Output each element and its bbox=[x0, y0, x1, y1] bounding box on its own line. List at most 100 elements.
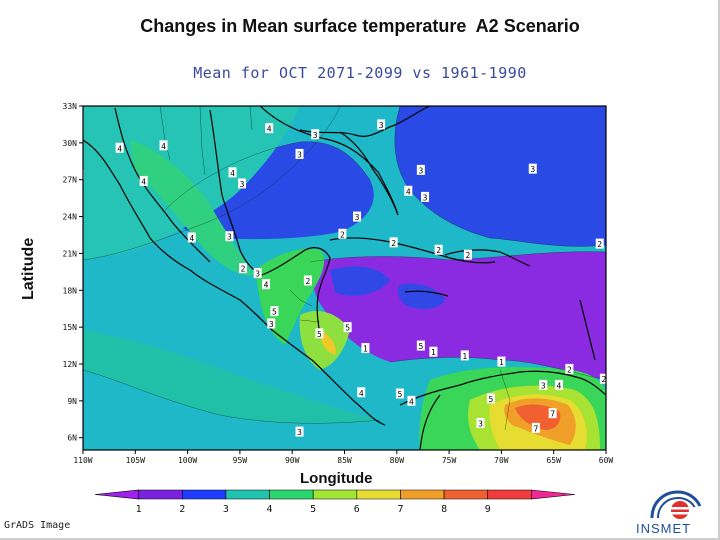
colorbar-segment bbox=[181, 489, 227, 500]
colorbar-segment bbox=[94, 489, 139, 500]
contour-label: 5 bbox=[489, 395, 494, 404]
contour-label-box bbox=[295, 148, 304, 159]
longitude-ticks: 110W 105W 100W 95W 90W 85W 80W 75W 70W 65W 60W bbox=[73, 450, 613, 465]
contour-label-box bbox=[361, 343, 370, 354]
contour-label: 5 bbox=[398, 390, 403, 399]
contour-label: 4 bbox=[117, 144, 122, 153]
contour-label: 5 bbox=[345, 324, 350, 333]
lat-tick-label: 24N bbox=[63, 213, 78, 222]
lon-tick-label: 65W bbox=[546, 456, 561, 465]
contour-label: 7 bbox=[534, 424, 539, 433]
contour-label-box bbox=[404, 185, 413, 196]
colorbar-segment bbox=[443, 489, 489, 500]
longitude-axis-label: Longitude bbox=[300, 470, 373, 487]
contour-label: 4 bbox=[264, 281, 269, 290]
contour-label-box bbox=[237, 178, 246, 189]
contour-label-box bbox=[377, 119, 386, 130]
contour-label: 1 bbox=[499, 358, 504, 367]
lat-tick-label: 15N bbox=[63, 323, 78, 332]
contour-label: 2 bbox=[241, 265, 246, 274]
lon-tick-label: 70W bbox=[494, 456, 509, 465]
contour-label-box bbox=[416, 164, 425, 175]
contour-label-box bbox=[460, 350, 469, 361]
gulf-region-level2 bbox=[165, 141, 374, 240]
lon-tick-label: 60W bbox=[599, 456, 614, 465]
insmet-logo bbox=[650, 490, 702, 519]
contour-label: 3 bbox=[423, 193, 428, 202]
contour-label-box bbox=[416, 340, 425, 351]
lat-tick-label: 27N bbox=[63, 176, 78, 185]
contour-label-box bbox=[531, 422, 540, 433]
contour-label-box bbox=[476, 417, 485, 428]
contour-label-box bbox=[315, 328, 324, 339]
contour-label-box bbox=[265, 123, 274, 134]
colorbar-segment bbox=[269, 489, 314, 500]
lon-tick-label: 90W bbox=[285, 456, 300, 465]
contour-label-box bbox=[407, 395, 416, 406]
contour-label-box bbox=[139, 175, 148, 186]
grads-image-footer: GrADS Image bbox=[4, 520, 71, 531]
contour-label-box bbox=[338, 228, 347, 239]
contour-label: 3 bbox=[418, 166, 423, 175]
lon-tick-label: 110W bbox=[73, 456, 92, 465]
contour-label: 2 bbox=[597, 240, 602, 249]
lon-tick-label: 105W bbox=[126, 456, 145, 465]
lon-tick-label: 75W bbox=[442, 456, 457, 465]
contour-label: 4 bbox=[141, 177, 146, 186]
contour-label: 3 bbox=[297, 428, 302, 437]
colorbar-label: 2 bbox=[179, 504, 185, 515]
lat-tick-label: 9N bbox=[67, 397, 77, 406]
contour-label: 2 bbox=[567, 365, 572, 374]
contour-label-box bbox=[599, 373, 606, 384]
contour-label: 2 bbox=[436, 246, 441, 255]
contour-label: 3 bbox=[255, 270, 260, 279]
contour-label: 3 bbox=[269, 320, 274, 329]
atlantic-region-level2 bbox=[394, 106, 606, 247]
contour-label-box bbox=[595, 238, 604, 249]
lat-tick-label: 21N bbox=[63, 249, 78, 258]
contour-label: 7 bbox=[550, 410, 555, 419]
contour-label: 1 bbox=[431, 348, 436, 357]
contour-label: 2 bbox=[305, 277, 310, 286]
contour-label: 2 bbox=[466, 251, 471, 260]
colorbar-label: 7 bbox=[397, 504, 403, 515]
insmet-emblem-icon bbox=[650, 490, 702, 519]
contour-label-box bbox=[463, 249, 472, 260]
contour-label: 3 bbox=[379, 121, 384, 130]
contour-label-box bbox=[486, 393, 495, 404]
contour-label-box bbox=[434, 244, 443, 255]
contour-label-box bbox=[311, 129, 320, 140]
colorbar-label: 4 bbox=[267, 504, 273, 515]
contour-label-box bbox=[253, 268, 262, 279]
figure-title: Changes in Mean surface temperature A2 S… bbox=[140, 16, 580, 36]
contour-label: 4 bbox=[267, 125, 272, 134]
colorbar-segment bbox=[400, 489, 445, 500]
lon-tick-label: 85W bbox=[337, 456, 352, 465]
colorbar-label: 5 bbox=[310, 504, 316, 515]
contour-label-box bbox=[497, 356, 506, 367]
lon-tick-label: 80W bbox=[390, 456, 405, 465]
contour-label: 2 bbox=[391, 239, 396, 248]
colorbar-label: 6 bbox=[354, 504, 360, 515]
contour-label-box bbox=[262, 279, 271, 290]
colorbar: 1 2 3 4 5 6 7 8 9 bbox=[94, 489, 576, 515]
lon-tick-label: 95W bbox=[233, 456, 248, 465]
figure-subtitle: Mean for OCT 2071-2099 vs 1961-1990 bbox=[193, 64, 527, 82]
contour-label-box bbox=[228, 167, 237, 178]
contour-label-box bbox=[225, 231, 234, 242]
contour-label-box bbox=[270, 306, 279, 317]
contour-label: 3 bbox=[541, 381, 546, 390]
contour-label-box bbox=[159, 140, 168, 151]
contour-label: 3 bbox=[227, 233, 232, 242]
colorbar-label: 1 bbox=[136, 504, 142, 515]
contour-label: 2 bbox=[601, 375, 606, 384]
contour-label-box bbox=[357, 387, 366, 398]
contour-label-box bbox=[303, 275, 312, 286]
contour-label: 3 bbox=[240, 180, 245, 189]
colorbar-segment bbox=[225, 489, 270, 500]
lat-tick-label: 18N bbox=[63, 286, 78, 295]
colorbar-segment bbox=[138, 489, 183, 500]
lat-tick-label: 6N bbox=[67, 434, 77, 443]
contour-label-box bbox=[421, 191, 430, 202]
colorbar-label: 8 bbox=[441, 504, 447, 515]
